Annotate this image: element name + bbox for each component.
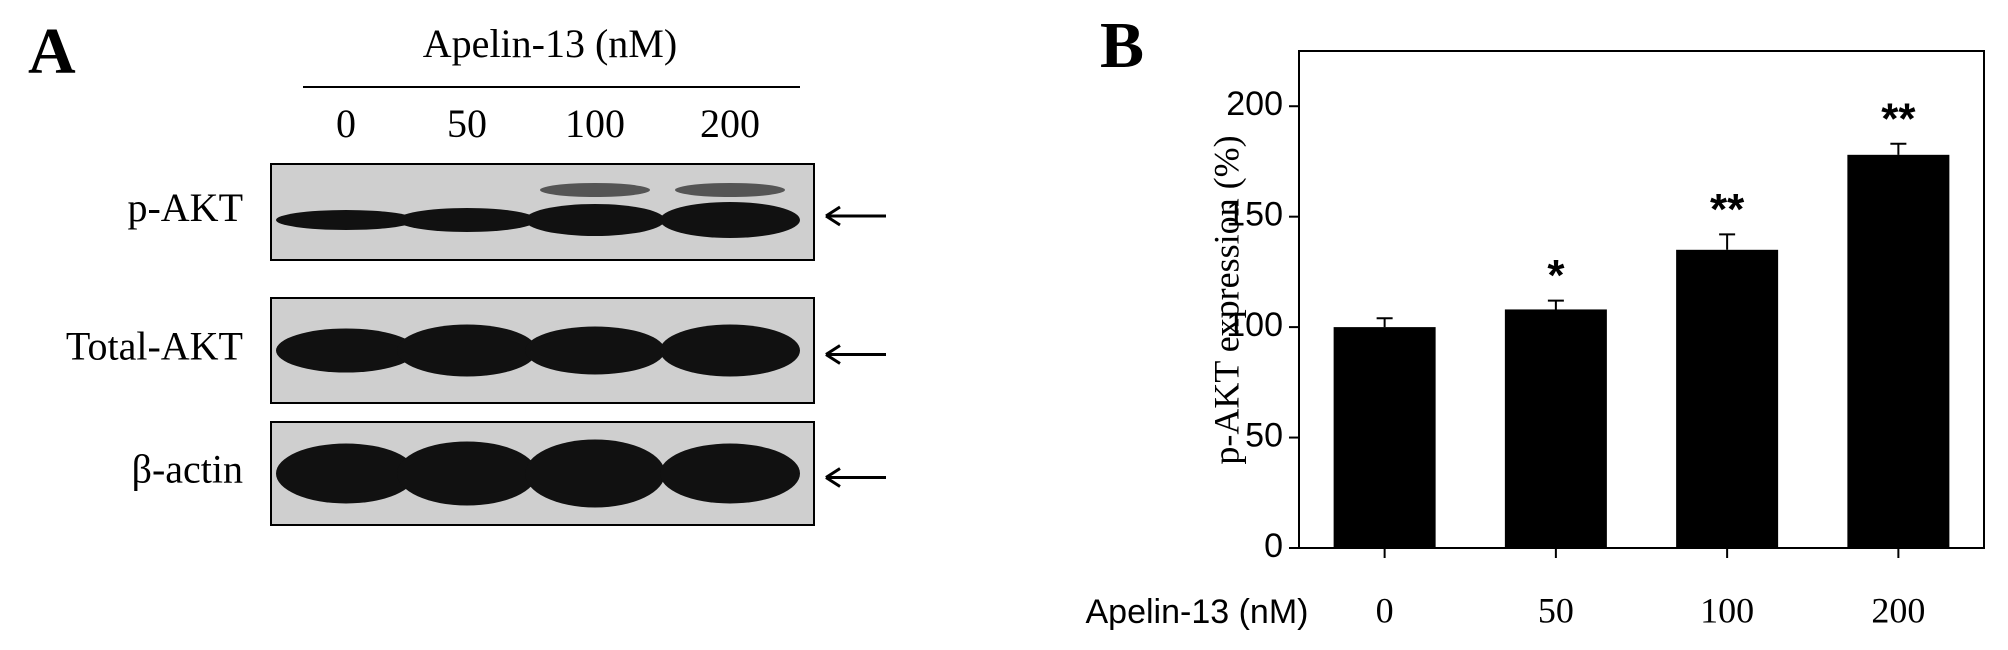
y-tick-label: 50: [1245, 417, 1283, 455]
arrow-head: [825, 205, 841, 227]
blot-band: [276, 328, 416, 373]
lane-label: 0: [336, 101, 356, 146]
x-tick-label: 0: [1376, 590, 1394, 630]
bar: [1676, 249, 1779, 549]
blot-band: [525, 326, 665, 375]
blot-band: [525, 439, 665, 508]
blot-band: [660, 324, 800, 377]
x-axis-label: Apelin-13 (nM): [1086, 593, 1309, 631]
row-label: β-actin: [132, 447, 243, 492]
x-tick-label: 50: [1538, 590, 1574, 630]
blot-band: [675, 183, 785, 197]
arrow-head: [825, 344, 841, 365]
blot-band: [397, 441, 537, 506]
x-tick-label: 200: [1871, 590, 1925, 630]
error-bar: [1719, 233, 1736, 250]
bar: [1504, 309, 1607, 548]
error-bar: [1547, 299, 1564, 310]
bar: [1847, 154, 1950, 548]
blot-band: [276, 443, 416, 504]
panel-label: A: [28, 15, 76, 88]
y-tick-label: 150: [1226, 196, 1283, 234]
y-axis-label: p-AKT expression (%): [1206, 135, 1246, 464]
error-bar: [1376, 317, 1393, 328]
lane-label: 50: [447, 101, 487, 146]
blot-band: [397, 324, 537, 377]
y-tick-label: 100: [1226, 306, 1283, 344]
significance-label: *: [1547, 251, 1565, 300]
panel-label: B: [1100, 9, 1144, 82]
bar: [1333, 327, 1436, 548]
row-label: p-AKT: [127, 185, 243, 230]
lane-label: 200: [700, 101, 760, 146]
x-tick-label: 100: [1700, 590, 1754, 630]
significance-label: **: [1881, 94, 1916, 143]
blot-band: [525, 204, 665, 236]
plot-frame: [1298, 50, 1985, 549]
blot-band: [397, 208, 537, 232]
y-tick-label: 0: [1264, 527, 1283, 565]
blot-band: [540, 183, 650, 197]
significance-label: **: [1710, 185, 1745, 234]
arrow-head: [825, 467, 841, 488]
y-tick-label: 200: [1226, 85, 1283, 123]
blot-band: [660, 202, 800, 238]
blot-title: Apelin-13 (nM): [423, 21, 677, 66]
error-bar: [1890, 142, 1907, 155]
row-label: Total-AKT: [66, 324, 243, 369]
blot-band: [276, 210, 416, 230]
blot-band: [660, 443, 800, 504]
lane-label: 100: [565, 101, 625, 146]
